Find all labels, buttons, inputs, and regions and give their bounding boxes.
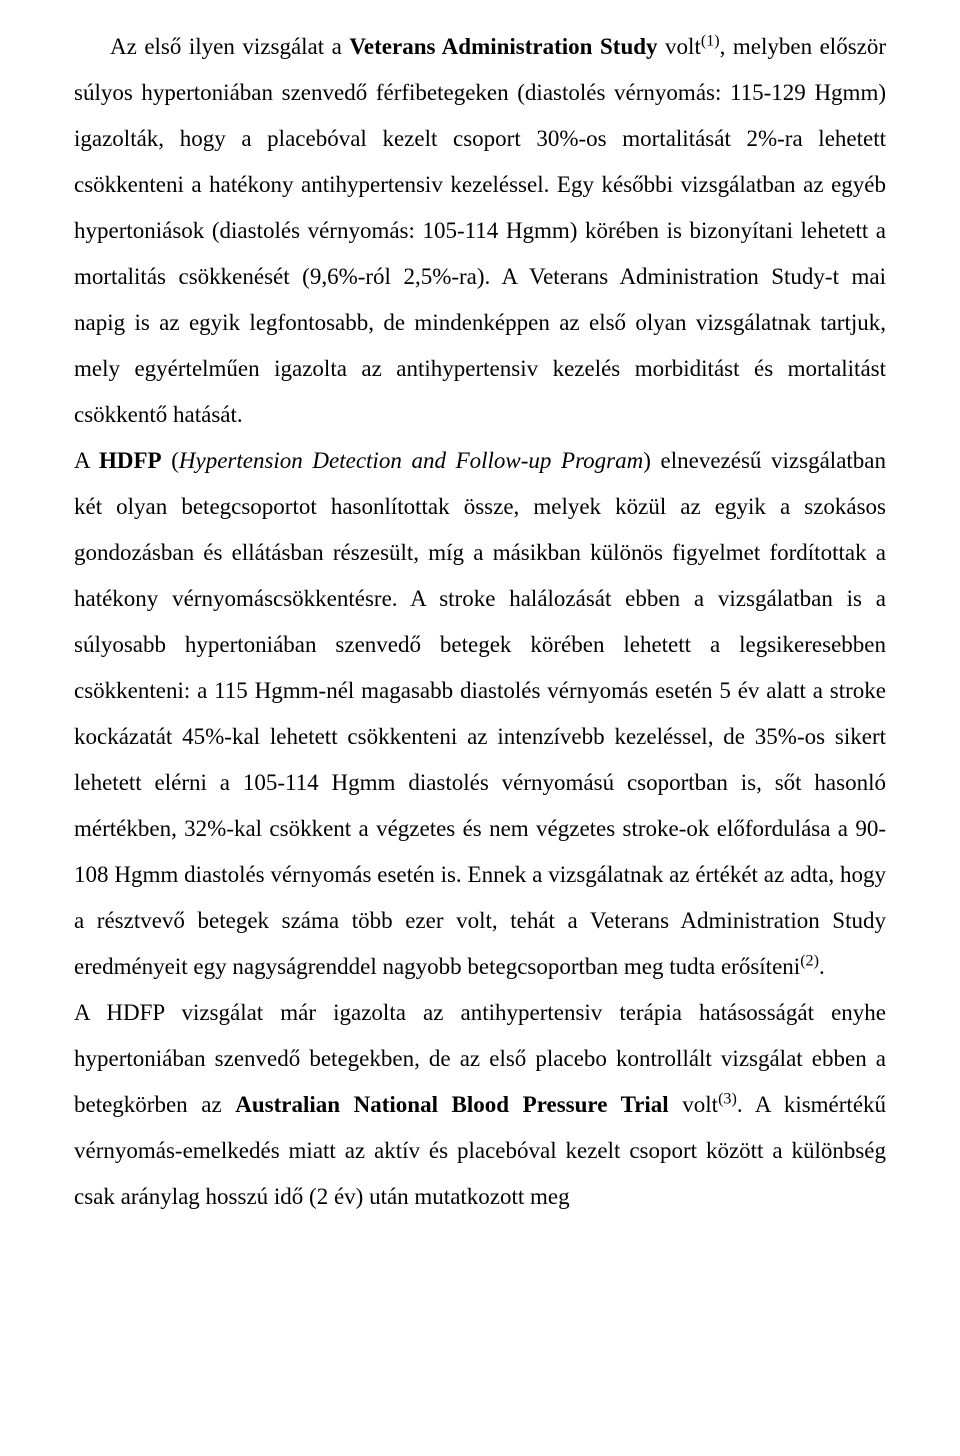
text: . <box>819 954 825 979</box>
superscript-ref: (3) <box>718 1090 737 1107</box>
bold-study-name: Veterans Administration Study <box>349 34 657 59</box>
text: , melyben először súlyos hypertoniában s… <box>74 34 886 427</box>
superscript-ref: (2) <box>800 952 819 969</box>
text: volt <box>658 34 701 59</box>
text: ( <box>162 448 179 473</box>
bold-acronym: HDFP <box>99 448 162 473</box>
text: volt <box>669 1092 718 1117</box>
superscript-ref: (1) <box>701 32 720 49</box>
bold-trial-name: Australian National Blood Pressure Trial <box>235 1092 668 1117</box>
text: A <box>74 448 99 473</box>
italic-program-name: Hypertension Detection and Follow-up Pro… <box>179 448 643 473</box>
paragraph-1: Az első ilyen vizsgálat a Veterans Admin… <box>74 24 886 438</box>
text: ) elnevezésű vizsgálatban két olyan bete… <box>74 448 886 979</box>
document-page: Az első ilyen vizsgálat a Veterans Admin… <box>0 0 960 1456</box>
paragraph-2: A HDFP (Hypertension Detection and Follo… <box>74 438 886 990</box>
text: Az első ilyen vizsgálat a <box>110 34 349 59</box>
paragraph-3: A HDFP vizsgálat már igazolta az antihyp… <box>74 990 886 1220</box>
